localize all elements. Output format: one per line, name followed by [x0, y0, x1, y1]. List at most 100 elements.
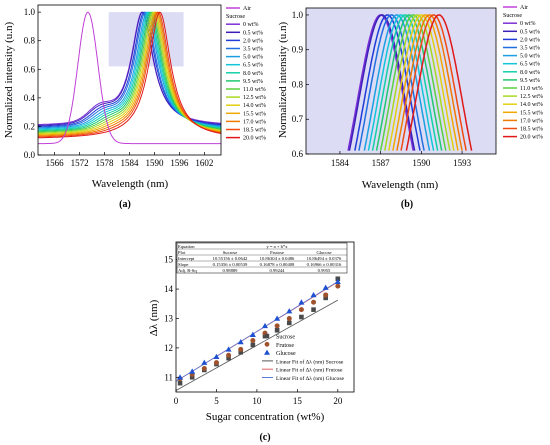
- panel-a-series-line: [38, 11, 222, 139]
- panel-b-series-line: [354, 14, 421, 151]
- panel-a-label: (a): [119, 199, 131, 210]
- panel-b-legend-label: 17.0 wt%: [520, 118, 543, 124]
- panel-c-xtick-label: 15: [293, 396, 303, 406]
- panel-c-point-sucrose: [250, 342, 256, 348]
- panel-a-ytick-label: 0.4: [24, 93, 36, 103]
- panel-c-legend-label: Linear Fit of Δλ (nm) Frutose: [276, 367, 343, 374]
- panel-c-point-frutose: [311, 299, 317, 305]
- panel-c-table-frame: [176, 242, 348, 274]
- panel-c-point-frutose: [226, 352, 232, 358]
- panel-c-point-frutose: [335, 283, 341, 289]
- panel-c-point-sucrose: [226, 355, 231, 361]
- panel-c-table-cell: 0.99244: [270, 268, 286, 273]
- panel-a-ytick-label: 1.0: [24, 7, 36, 17]
- panel-c-point-glucose: [286, 308, 293, 314]
- panel-b-legend-label: 0 wt%: [520, 21, 536, 27]
- panel-b-ticks: 1584 1587 1590 1593 0.6 0.7 0.8 0.9 1.0: [292, 10, 472, 168]
- panel-c-xtick-label: 5: [214, 396, 219, 406]
- panel-c-ticks: 0 5 10 15 20 11 12 13 14 15: [164, 255, 343, 406]
- panel-b-chart: 1584 1587 1590 1593 0.6 0.7 0.8 0.9 1.0 Normaliz…: [277, 5, 543, 210]
- panel-c-point-glucose: [225, 346, 232, 352]
- panel-c-xtick-label: 20: [333, 396, 343, 406]
- panel-a-legend-label: 0.5 wt%: [243, 30, 263, 36]
- panel-a-legend-label: 20.0 wt%: [243, 136, 266, 142]
- panel-a-xtick-label: 1578: [96, 158, 115, 168]
- panel-c-table-cell: 0.98889: [223, 268, 239, 273]
- panel-b-xlabel: Wavelength (nm): [362, 179, 439, 191]
- panel-c-ylabel: Δλ (nm): [148, 299, 160, 336]
- panel-a-legend-label: 3.5 wt%: [243, 47, 263, 53]
- panel-a-legend: Air Sucrose 0 wt% 0.5 wt% 2.0 wt% 3.5 wt% 5.0 …: [226, 6, 266, 142]
- panel-c-point-frutose: [323, 292, 329, 298]
- panel-b-series-line: [371, 14, 439, 151]
- panel-c-table-cell: Adj. R-Sq: [178, 268, 197, 273]
- panel-c-point-glucose: [213, 353, 220, 360]
- panel-c-legend-label: Linear Fit of Δλ (nm) Glucose: [276, 375, 344, 382]
- panel-c-table-cell: y = a + b*x: [266, 244, 288, 249]
- panel-b-series-line: [392, 14, 459, 151]
- panel-c-point-sucrose: [311, 307, 316, 312]
- panel-c-ytick-label: 15: [164, 255, 174, 265]
- panel-a-ticks: 1566 1572 1578 1584 1590 1596 1602 0.0 0.2 0.4 0.6…: [24, 7, 214, 168]
- panel-c-point-glucose: [177, 374, 184, 380]
- panel-a-legend-label: 18.5 wt%: [243, 128, 266, 134]
- panel-c-point-glucose: [334, 278, 341, 285]
- panel-a-xtick-label: 1584: [121, 158, 140, 168]
- panel-a-xtick-label: 1596: [170, 158, 189, 168]
- panel-c-table-cell: Sucrose: [223, 250, 238, 255]
- panel-b-legend-label: 11.0 wt%: [520, 86, 543, 92]
- panel-c-point-glucose: [237, 339, 244, 345]
- panel-c-point-glucose: [262, 322, 268, 329]
- panel-c-ytick-label: 13: [164, 313, 174, 323]
- panel-c-table-cell: Plot: [178, 250, 186, 255]
- panel-b-legend-label: 18.5 wt%: [520, 127, 543, 133]
- panel-b-ytick-label: 0.7: [292, 114, 304, 124]
- panel-b-label: (b): [401, 199, 413, 210]
- panel-c-legend-label: Linear Fit of Δλ (nm) Sucrose: [276, 358, 344, 365]
- panel-b-legend-label: 15.5 wt%: [520, 110, 543, 116]
- panel-c-point-glucose: [274, 315, 281, 321]
- panel-c-point-frutose: [274, 323, 280, 329]
- panel-a-legend-label: 2.0 wt%: [243, 38, 263, 44]
- panel-a-series-line: [38, 11, 222, 138]
- panel-b-legend-label: 6.5 wt%: [520, 62, 540, 68]
- panel-a-xtick-label: 1590: [145, 158, 164, 168]
- panel-c-legend-marker: [264, 333, 270, 339]
- panel-b-series-line: [375, 14, 443, 151]
- panel-c-points: [177, 276, 341, 386]
- panel-a-xtick-label: 1602: [195, 158, 213, 168]
- panel-b-series-line: [388, 14, 455, 151]
- panel-a-xtick-label: 1566: [46, 158, 65, 168]
- panel-a-ytick-label: 0.8: [24, 36, 36, 46]
- panel-a-legend-label: 5.0 wt%: [243, 55, 263, 61]
- panel-b-frame: [305, 7, 497, 155]
- panel-b-ytick-label: 1.0: [292, 10, 304, 20]
- panel-c-legend-label: Glucose: [276, 351, 296, 357]
- panel-a-chart: 1566 1572 1578 1584 1590 1596 1602 0.0 0.2 0.4 0.6…: [3, 4, 266, 210]
- panel-c-legend-marker: [264, 341, 270, 347]
- panel-c-table-cell: 0.15356 ± 0.00539: [213, 262, 248, 267]
- panel-b-xtick-label: 1587: [372, 158, 391, 168]
- panel-c-table-cell: Slope: [178, 262, 188, 267]
- panel-c-point-sucrose: [189, 374, 195, 380]
- panel-b-xtick-label: 1584: [331, 158, 350, 168]
- panel-c-ytick-label: 12: [164, 343, 173, 353]
- panel-c-legend-label: Sucrose: [276, 335, 295, 341]
- panel-a-ytick-label: 0.2: [24, 121, 35, 131]
- panel-b-legend-label: 8.0 wt%: [520, 70, 540, 76]
- panel-b-curves: [347, 14, 473, 151]
- panel-c-point-glucose: [310, 291, 317, 298]
- panel-a-legend-label: 6.5 wt%: [243, 63, 263, 69]
- panel-b-ytick-label: 0.9: [292, 45, 304, 55]
- panel-c-point-frutose: [298, 307, 304, 313]
- panel-c-point-sucrose: [274, 327, 280, 333]
- panel-b-ylabel: Normalized intensity (u.n): [277, 21, 289, 138]
- panel-a-legend-label: 11.0 wt%: [243, 87, 266, 93]
- panel-b-legend-label: 5.0 wt%: [520, 54, 540, 60]
- panel-c-table-cell: Equation: [178, 244, 195, 249]
- panel-c-fit-table: Equation y = a + b*x Plot Sucrose Frutose Glu…: [176, 242, 348, 274]
- panel-b-legend-label: 12.5 wt%: [520, 94, 543, 100]
- panel-b-ytick-label: 0.6: [292, 149, 304, 159]
- panel-c-xlabel: Sugar concentration (wt%): [206, 411, 325, 423]
- panel-c-table-cell: 10.55156 ± 0.0642: [213, 256, 248, 261]
